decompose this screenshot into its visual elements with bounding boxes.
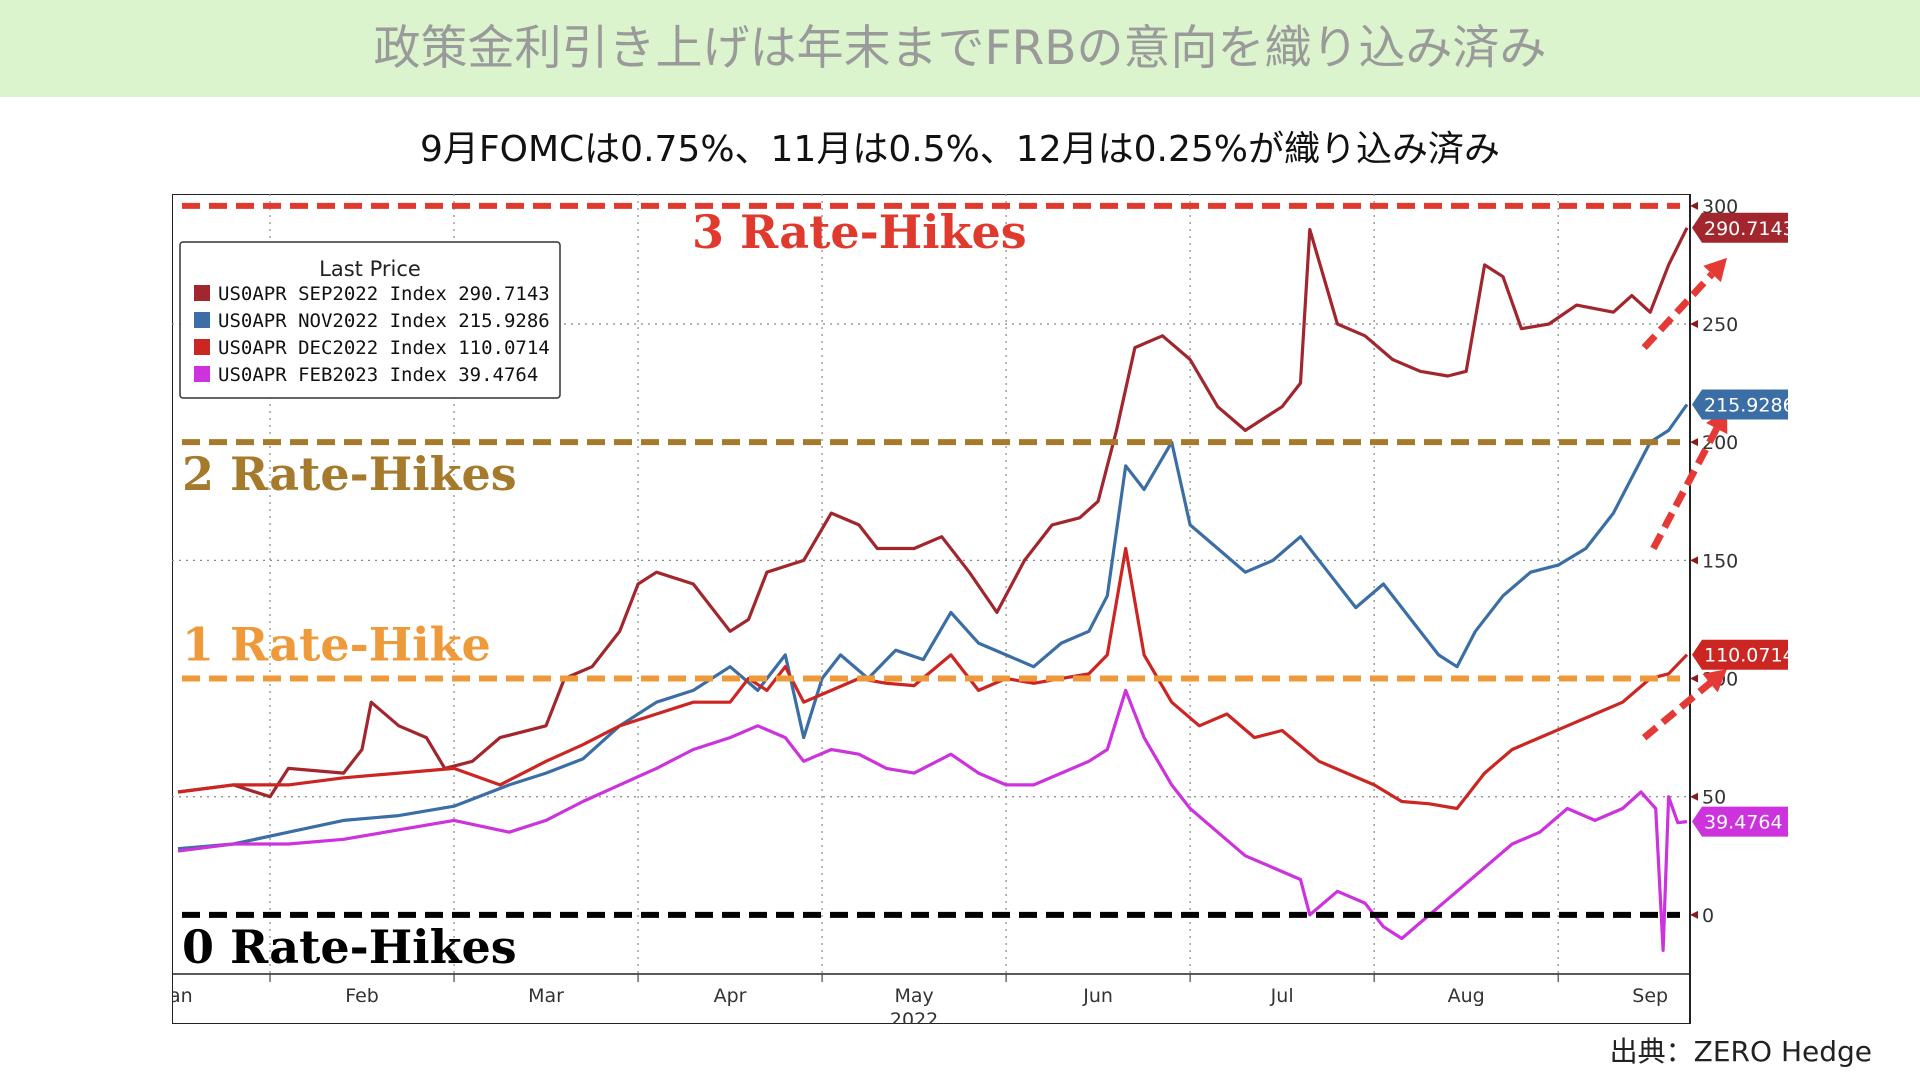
trend-arrowhead-2 [1702,669,1727,693]
x-axis-year-label: 2022 [890,1009,938,1024]
y-tick-mark [1690,320,1698,328]
price-tag-0: 290.7143 [1692,212,1788,243]
price-tag-1: 215.9286 [1692,389,1788,420]
x-tick-label: Jan [172,985,193,1007]
x-tick-label: Mar [528,985,564,1007]
x-tick-label: Jun [1082,985,1113,1007]
legend-label-2: US0APR DEC2022 Index 110.0714 [218,337,550,359]
chart-subtitle: 9月FOMCは0.75%、11月は0.5%、12月は0.25%が織り込み済み [420,129,1500,170]
y-tick-mark [1690,556,1698,565]
y-tick-mark [1690,201,1698,210]
y-tick-mark [1690,792,1698,801]
x-tick-label: May [894,985,933,1007]
x-tick-label: Aug [1448,985,1485,1007]
trend-arrowhead-0 [1703,257,1727,283]
price-tag-label-1: 215.9286 [1704,395,1788,417]
y-tick-label: 300 [1702,196,1738,218]
legend-swatch-1 [194,312,210,328]
price-tag-label-3: 39.4764 [1704,812,1783,834]
legend-swatch-2 [194,339,210,355]
price-tag-2: 110.0714 [1692,639,1788,670]
legend-box [179,241,561,399]
reference-label-0: 3 Rate-Hikes [692,205,1027,259]
legend-swatch-3 [194,366,210,382]
price-tag-bg-1 [1692,389,1788,420]
x-tick-label: Sep [1632,985,1668,1007]
series-line-3 [177,688,1688,952]
series-line-1 [177,403,1689,851]
trend-arrow-2 [1641,680,1713,741]
price-tag-label-0: 290.7143 [1704,218,1788,240]
price-tag-bg-0 [1692,212,1788,243]
chart-container: 050100150200250300JanFebMarAprMayJunJulA… [172,194,1788,1024]
x-tick-label: Apr [714,985,747,1007]
x-tick-label: Jul [1270,985,1294,1007]
price-tag-bg-2 [1692,639,1788,670]
price-tag-3: 39.4764 [1692,806,1788,837]
y-tick-mark [1690,438,1698,447]
reference-label-2: 1 Rate-Hike [182,618,491,672]
page-title: 政策金利引き上げは年末までFRBの意向を織り込み済み [373,21,1547,76]
y-tick-label: 0 [1702,905,1714,927]
y-tick-label: 150 [1702,550,1738,572]
rate-hike-chart: 050100150200250300JanFebMarAprMayJunJulA… [172,194,1788,1024]
legend-label-0: US0APR SEP2022 Index 290.7143 [218,283,550,305]
price-tag-bg-3 [1692,806,1788,837]
price-tag-label-2: 110.0714 [1704,645,1788,667]
legend-label-1: US0APR NOV2022 Index 215.9286 [218,310,550,332]
y-tick-label: 50 [1702,787,1726,809]
reference-label-3: 0 Rate-Hikes [182,920,517,974]
series-line-0 [177,227,1689,799]
source-credit: 出典：ZERO Hedge [1609,1035,1872,1068]
legend-label-3: US0APR FEB2023 Index 39.4764 [218,364,538,386]
legend-swatch-0 [194,285,210,301]
x-tick-label: Feb [345,985,379,1007]
y-tick-mark [1690,674,1698,683]
reference-label-1: 2 Rate-Hikes [182,447,517,501]
y-tick-mark [1690,910,1698,919]
legend-title: Last Price [319,257,421,281]
y-tick-label: 250 [1702,314,1738,336]
title-banner [0,0,1920,97]
trend-arrow-0 [1641,271,1715,351]
